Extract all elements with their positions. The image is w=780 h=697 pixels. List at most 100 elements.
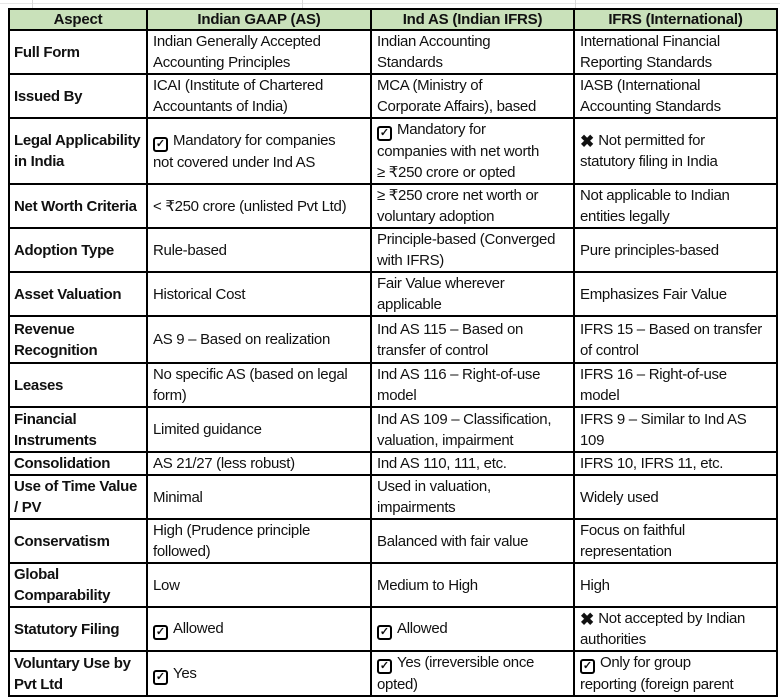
table-cell: High — [573, 562, 778, 608]
row-label-cell: Revenue Recognition — [8, 315, 148, 364]
table-cell: Ind AS 109 – Classification, valuation, … — [370, 406, 575, 453]
cell-text: MCA (Ministry of Corporate Affairs), bas… — [377, 77, 536, 115]
table-cell: Not applicable to Indian entities legall… — [573, 183, 778, 229]
row-label: Consolidation — [14, 455, 111, 472]
cell-text: Low — [153, 576, 180, 594]
row-label-cell: Voluntary Use by Pvt Ltd — [8, 650, 148, 697]
row-label-cell: Full Form — [8, 29, 148, 75]
cell-text: Medium to High — [377, 576, 478, 594]
table-cell: Ind AS 115 – Based on transfer of contro… — [370, 315, 575, 364]
table-row: Adoption Type Rule-based Principle-based (… — [8, 227, 778, 273]
table-cell: Minimal — [146, 474, 372, 520]
checkbox-checked-icon: ✓ — [153, 136, 168, 152]
table-row: Asset Valuation Historical Cost Fair Value… — [8, 271, 778, 317]
cell-text: Allowed — [397, 620, 448, 637]
table-cell: Indian Generally Accepted Accounting Pri… — [146, 29, 372, 75]
table-row: Voluntary Use by Pvt Ltd ✓ Yes ✓ Yes (irreve… — [8, 650, 778, 697]
header-cell-3: IFRS (International) — [573, 8, 778, 31]
table-cell: Principle-based (Converged with IFRS) — [370, 227, 575, 273]
cell-text: High — [580, 576, 610, 594]
row-label: Financial Instruments — [14, 410, 97, 449]
row-label-cell: Consolidation — [8, 451, 148, 476]
table-cell: ✖ Not accepted by Indian authorities — [573, 606, 778, 652]
row-label-cell: Legal Applicability in India — [8, 117, 148, 185]
table-row: Global Comparability Low Medium to High Hig… — [8, 562, 778, 608]
table-cell: International Financial Reporting Standa… — [573, 29, 778, 75]
row-label-cell: Issued By — [8, 73, 148, 119]
row-label: Global Comparability — [14, 566, 111, 604]
table-cell: ✓ Only for group reporting (foreign paren… — [573, 650, 778, 697]
table-row: Financial Instruments Limited guidance Ind… — [8, 406, 778, 453]
table-cell: AS 9 – Based on realization — [146, 315, 372, 364]
row-label-cell: Conservatism — [8, 518, 148, 564]
table-cell: ✓ Allowed — [146, 606, 372, 652]
table-cell: Historical Cost — [146, 271, 372, 317]
cell-text: Minimal — [153, 488, 203, 506]
cell-text: Yes (irreversible once opted) — [377, 654, 535, 693]
table-cell: IFRS 16 – Right-of-use model — [573, 362, 778, 408]
table-cell: Limited guidance — [146, 406, 372, 453]
cell-text: < ₹250 crore (unlisted Pvt Ltd) — [153, 197, 347, 215]
row-label: Asset Valuation — [14, 285, 122, 303]
table-cell: Balanced with fair value — [370, 518, 575, 564]
table-cell: Indian Accounting Standards — [370, 29, 575, 75]
table-cell: ✓ Allowed — [370, 606, 575, 652]
cell-text: ≥ ₹250 crore net worth or voluntary adop… — [377, 187, 539, 225]
table-cell: High (Prudence principle followed) — [146, 518, 372, 564]
row-label-cell: Global Comparability — [8, 562, 148, 608]
checkbox-checked-icon: ✓ — [377, 659, 392, 674]
table-cell: Ind AS 110, 111, etc. — [370, 451, 575, 476]
table-cell: ✖ Not permitted for statutory filing in I… — [573, 117, 778, 185]
cell-text: Principle-based (Converged with IFRS) — [377, 231, 556, 269]
table-cell: IFRS 10, IFRS 11, etc. — [573, 451, 778, 476]
cell-text: Indian Accounting Standards — [377, 33, 491, 71]
cell-text: IFRS 15 – Based on transfer of control — [580, 320, 763, 359]
table-cell: Emphasizes Fair Value — [573, 271, 778, 317]
table-row: Issued By ICAI (Institute of Chartered Ac… — [8, 73, 778, 119]
checkbox-checked-icon: ✓ — [153, 669, 168, 685]
table-cell: Pure principles-based — [573, 227, 778, 273]
cell-text: AS 21/27 (less robust) — [153, 455, 295, 472]
cell-text: Used in valuation, impairments — [377, 478, 491, 516]
header-row: Aspect Indian GAAP (AS) Ind AS (Indian IFR… — [8, 8, 778, 31]
row-label: Adoption Type — [14, 241, 114, 259]
checkbox-checked-icon: ✓ — [153, 625, 168, 640]
checkbox-checked-icon: ✓ — [580, 659, 595, 674]
cell-text: Not applicable to Indian entities legall… — [580, 187, 730, 225]
cell-text: Fair Value wherever applicable — [377, 275, 505, 313]
cell-text: Historical Cost — [153, 285, 246, 303]
cell-text: IFRS 16 – Right-of-use model — [580, 366, 727, 404]
table-cell: AS 21/27 (less robust) — [146, 451, 372, 476]
cell-text: IASB (International Accounting Standards — [580, 77, 721, 115]
table-cell: ≥ ₹250 crore net worth or voluntary adop… — [370, 183, 575, 229]
row-label-cell: Financial Instruments — [8, 406, 148, 453]
cell-text: High (Prudence principle followed) — [153, 522, 311, 560]
table-cell: Widely used — [573, 474, 778, 520]
cell-text: Widely used — [580, 488, 659, 506]
cell-text: Limited guidance — [153, 421, 262, 438]
header-cell-0: Aspect — [8, 8, 148, 31]
row-label: Revenue Recognition — [14, 320, 98, 359]
cell-text: ICAI (Institute of Chartered Accountants… — [153, 77, 324, 115]
table-cell: ICAI (Institute of Chartered Accountants… — [146, 73, 372, 119]
cell-text: Indian Generally Accepted Accounting Pri… — [153, 33, 321, 71]
table-cell: < ₹250 crore (unlisted Pvt Ltd) — [146, 183, 372, 229]
cell-text: Ind AS 116 – Right-of-use model — [377, 366, 541, 404]
cell-text: Allowed — [173, 620, 224, 637]
row-label: Conservatism — [14, 532, 110, 550]
table-row: Legal Applicability in India ✓ Mandatory f… — [8, 117, 778, 185]
table-cell: ✓ Yes — [146, 650, 372, 697]
row-label: Issued By — [14, 87, 83, 105]
cell-text: Rule-based — [153, 241, 227, 259]
row-label-cell: Net Worth Criteria — [8, 183, 148, 229]
table-cell: MCA (Ministry of Corporate Affairs), bas… — [370, 73, 575, 119]
cell-text: Yes — [173, 664, 197, 682]
cell-text: Emphasizes Fair Value — [580, 285, 727, 303]
cell-text: International Financial Reporting Standa… — [580, 33, 720, 71]
sheet-gridline-vertical — [302, 0, 303, 8]
table-cell: Ind AS 116 – Right-of-use model — [370, 362, 575, 408]
checkbox-checked-icon: ✓ — [377, 625, 392, 640]
sheet-gridline-vertical — [575, 0, 576, 8]
table-cell: ✓ Mandatory for companies not covered und… — [146, 117, 372, 185]
cell-text: Mandatory for companies not covered unde… — [153, 131, 336, 171]
